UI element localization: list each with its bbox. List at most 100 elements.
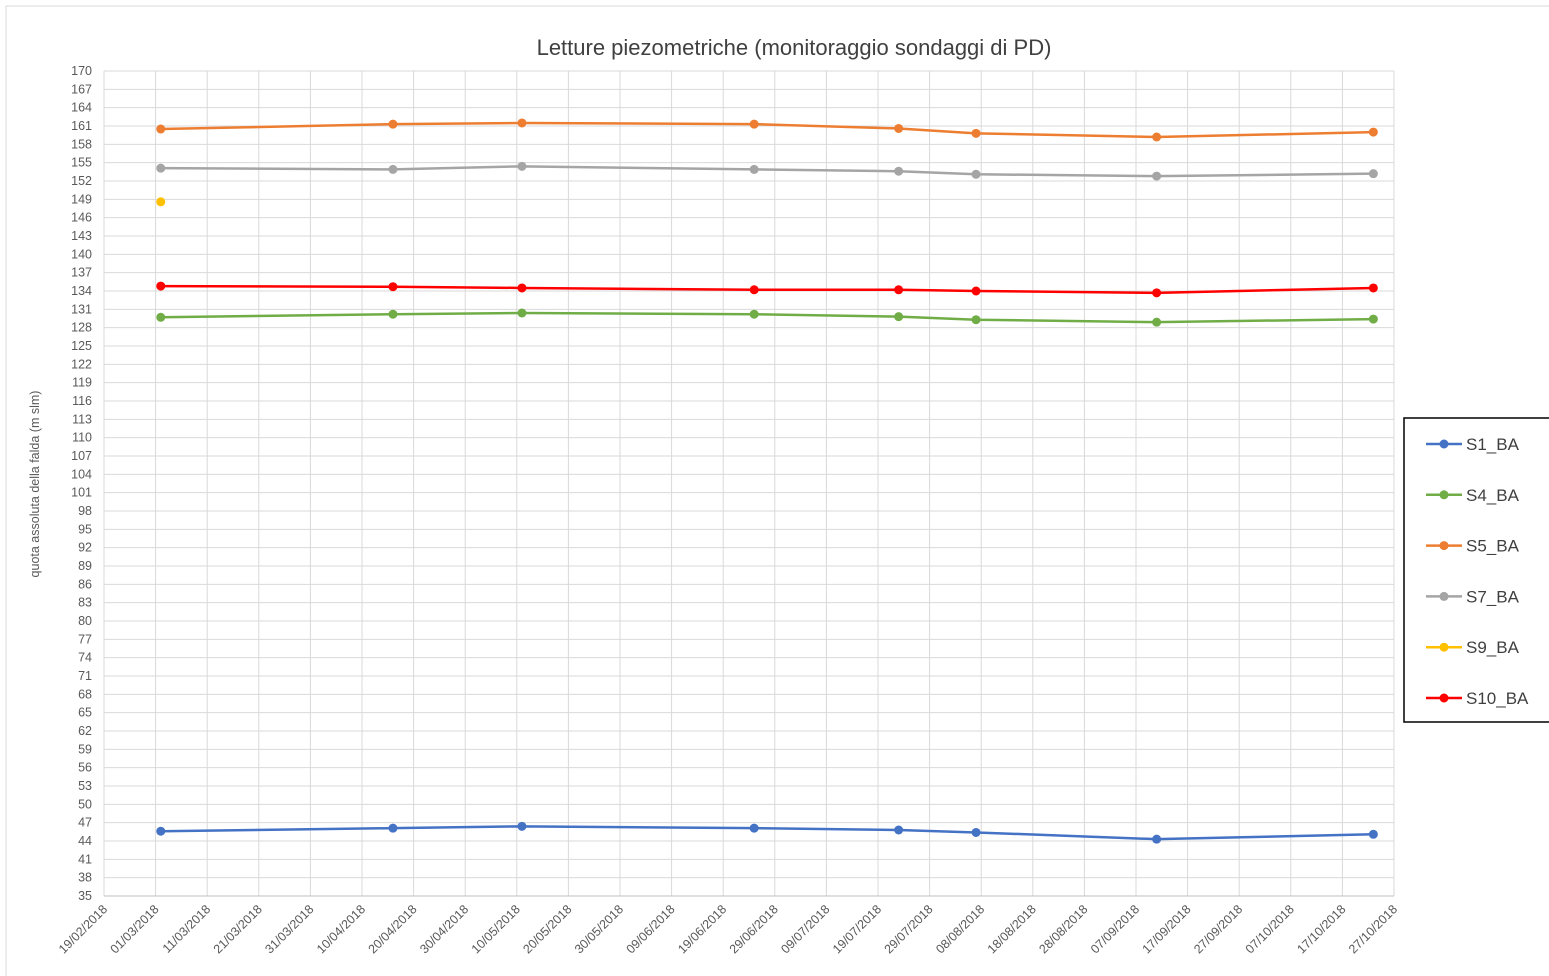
y-axis-label: quota assoluta della falda (m slm) [28,391,42,578]
y-tick-label: 59 [78,742,92,756]
legend-label: S5_BA [1466,537,1520,556]
series-line [160,284,1374,295]
y-tick-label: 119 [72,376,92,390]
data-point [749,823,759,833]
legend-marker [1439,439,1449,449]
y-tick-label: 113 [72,412,92,426]
y-tick-label: 161 [71,119,92,133]
chart-title: Letture piezometriche (monitoraggio sond… [537,35,1052,60]
data-point [156,163,166,173]
y-tick-label: 86 [78,577,92,591]
data-point [388,119,398,129]
x-tick-label: 17/10/2018 [1294,902,1348,956]
data-point [517,821,527,831]
x-tick-label: 09/06/2018 [624,902,678,956]
y-tick-label: 116 [72,394,92,408]
x-tick-label: 11/03/2018 [160,902,214,956]
legend-label: S4_BA [1466,486,1520,505]
series-line [160,121,1374,139]
y-tick-label: 77 [78,632,92,646]
data-point [156,826,166,836]
y-tick-label: 35 [78,889,92,903]
y-tick-label: 146 [71,211,92,225]
legend-label: S1_BA [1466,435,1520,454]
y-tick-label: 104 [71,467,92,481]
data-point [749,285,759,295]
y-tick-label: 83 [78,596,92,610]
x-tick-label: 29/06/2018 [727,902,781,956]
y-tick-label: 158 [71,137,92,151]
y-tick-label: 170 [71,64,92,78]
y-tick-label: 80 [78,614,92,628]
y-tick-label: 107 [71,449,92,463]
data-point [894,166,904,176]
y-tick-label: 71 [78,669,92,683]
x-tick-label: 19/07/2018 [830,902,884,956]
chart-frame [5,5,1549,976]
data-point [894,825,904,835]
y-tick-label: 110 [72,431,92,445]
data-point [1152,132,1162,142]
y-tick-label: 74 [78,651,92,665]
legend-marker [1439,490,1449,500]
y-tick-label: 128 [71,321,92,335]
data-point [156,281,166,291]
y-tick-label: 65 [78,706,92,720]
legend-marker [1439,541,1449,551]
x-tick-label: 20/04/2018 [366,902,420,956]
data-point [971,169,981,179]
data-point [971,286,981,296]
data-point [156,312,166,322]
x-tick-label: 29/07/2018 [882,902,936,956]
legend-box [1403,417,1549,723]
x-tick-label: 07/10/2018 [1243,902,1297,956]
data-point [1152,288,1162,298]
data-point [1368,829,1378,839]
y-tick-label: 92 [78,541,92,555]
data-point [517,283,527,293]
plot [156,118,1378,844]
data-point [749,164,759,174]
y-tick-label: 125 [71,339,92,353]
y-tick-label: 122 [71,357,92,371]
series-line [160,311,1374,324]
x-tick-label: 07/09/2018 [1088,902,1142,956]
series-line [160,165,1374,178]
data-point [388,823,398,833]
x-tick-label: 21/03/2018 [211,902,265,956]
x-tick-label: 30/05/2018 [572,902,626,956]
data-point [971,315,981,325]
y-tick-label: 53 [78,779,92,793]
y-tick-label: 62 [78,724,92,738]
y-tick-label: 47 [78,816,92,830]
data-point [1368,127,1378,137]
y-tick-label: 167 [71,82,92,96]
y-tick-label: 50 [78,797,92,811]
y-tick-label: 140 [71,247,92,261]
y-tick-label: 68 [78,687,92,701]
x-tick-label: 17/09/2018 [1140,902,1194,956]
data-point [1152,171,1162,181]
data-point [1368,169,1378,179]
y-tick-label: 152 [71,174,92,188]
y-tick-label: 101 [71,486,92,500]
data-point [1368,283,1378,293]
x-tick-label: 30/04/2018 [417,902,471,956]
x-tick-label: 08/08/2018 [933,902,987,956]
legend-marker [1439,591,1449,601]
y-tick-label: 143 [71,229,92,243]
y-tick-label: 38 [78,871,92,885]
data-point [388,164,398,174]
x-tick-label: 27/10/2018 [1346,902,1400,956]
x-tick-label: 27/09/2018 [1191,902,1245,956]
data-point [388,282,398,292]
y-tick-label: 56 [78,761,92,775]
grid [103,70,1395,897]
data-point [894,312,904,322]
y-tick-label: 164 [71,101,92,115]
y-tick-label: 41 [78,852,92,866]
data-point [156,197,166,207]
y-tick-label: 131 [71,302,92,316]
y-tick-label: 155 [71,156,92,170]
